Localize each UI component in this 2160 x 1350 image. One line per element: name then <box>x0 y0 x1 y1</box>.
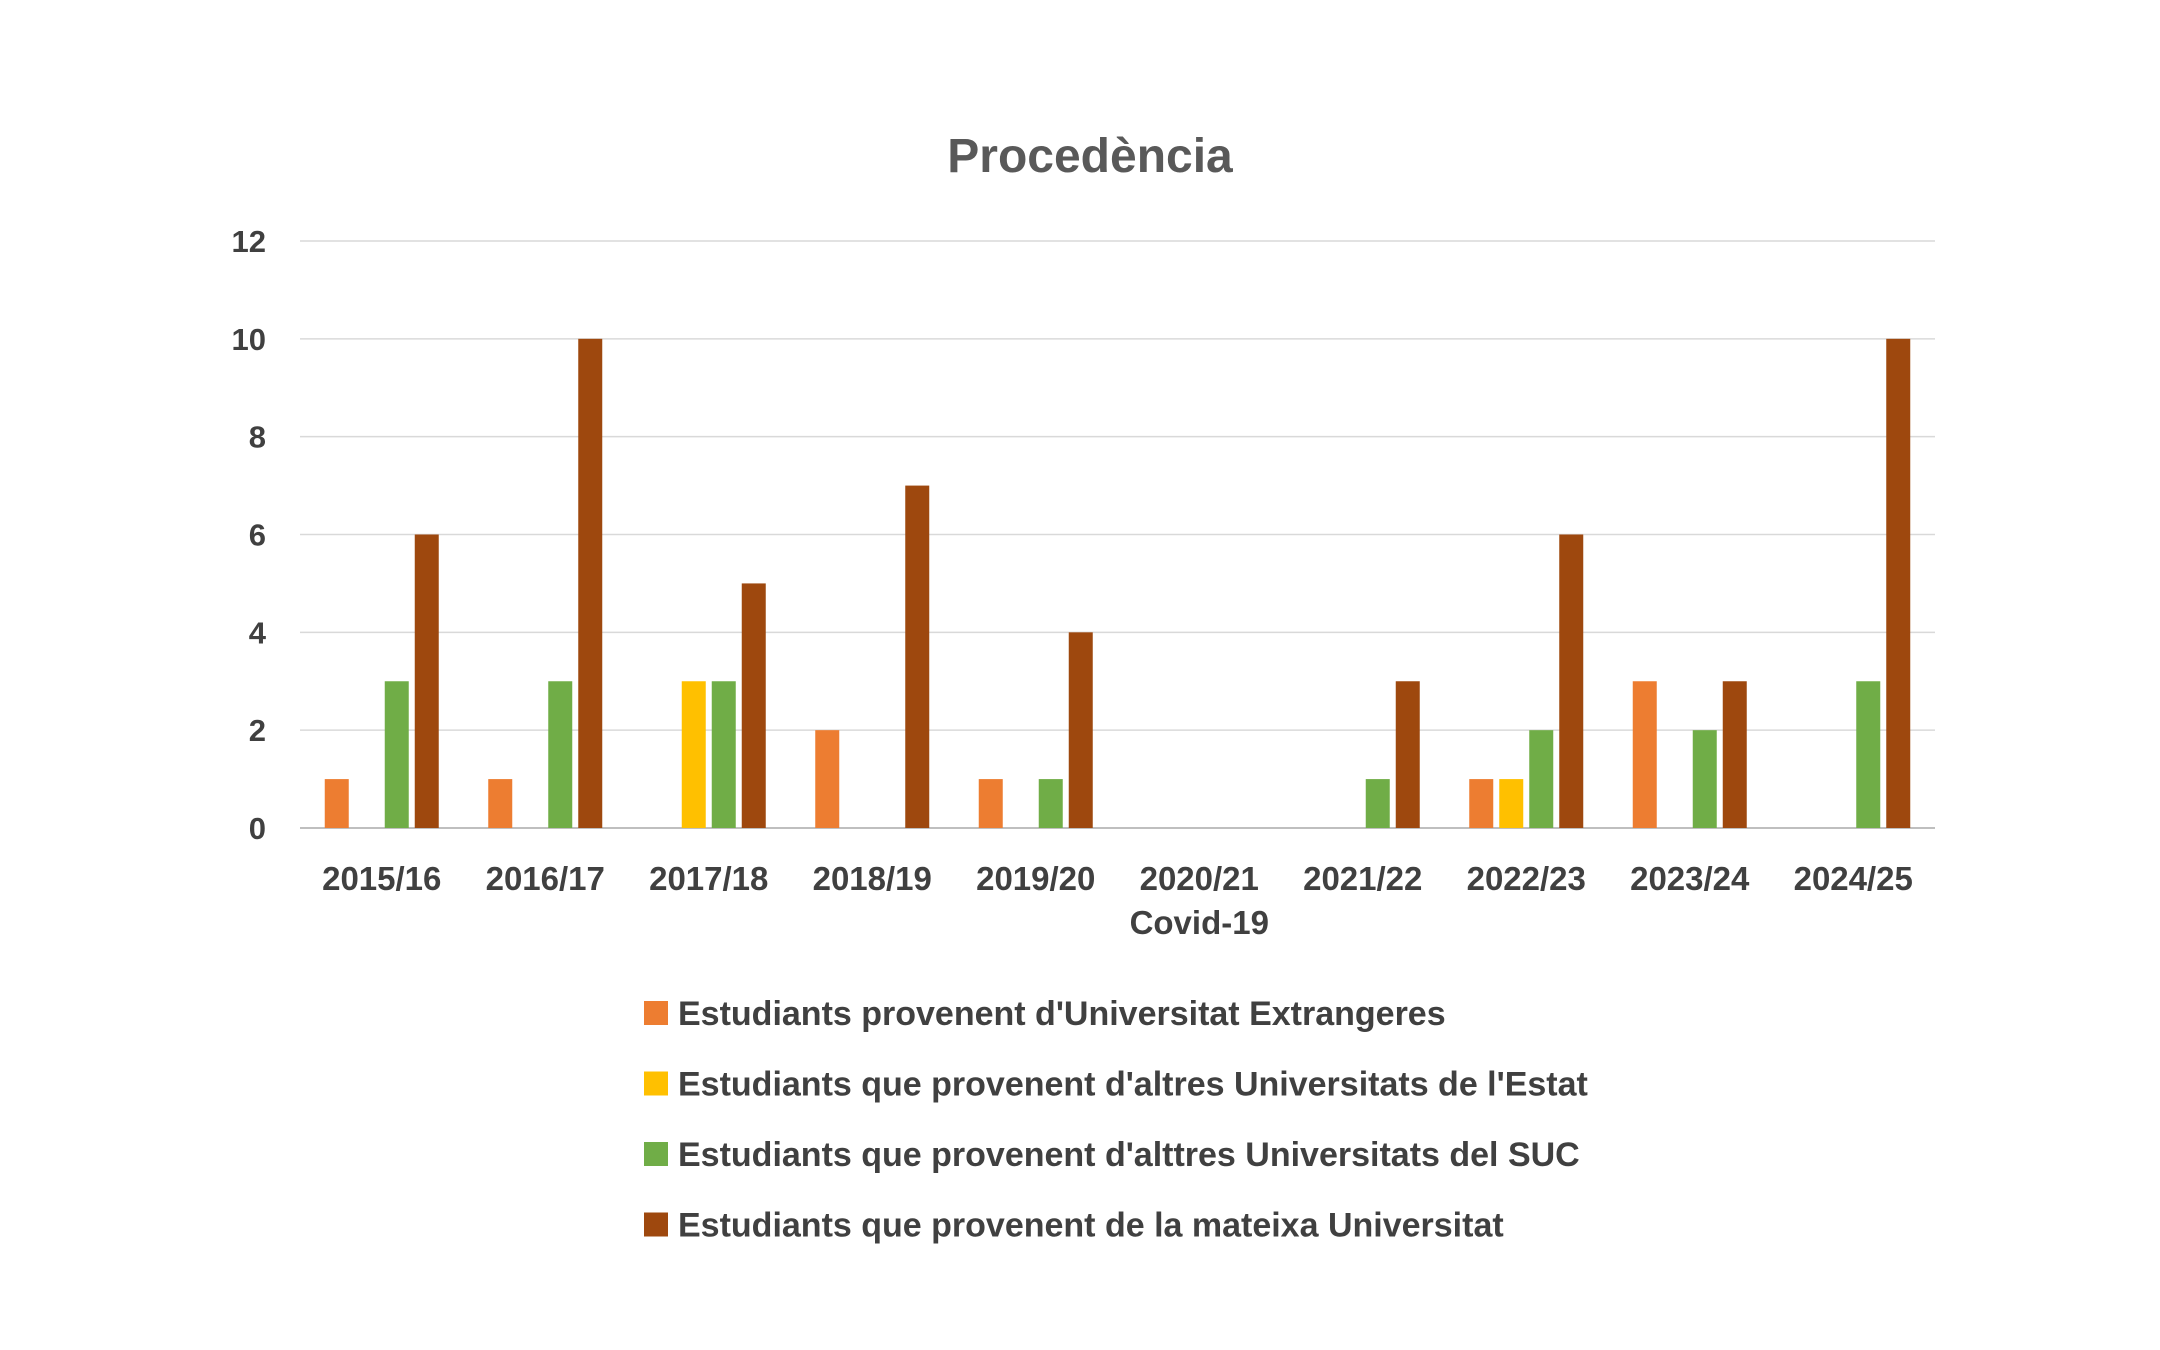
y-tick-label: 6 <box>249 518 266 553</box>
bar-universitat-2 <box>741 583 766 828</box>
x-tick-label: 2015/16 <box>322 860 441 897</box>
y-tick-label: 2 <box>249 713 266 748</box>
bar-extrangeres-8 <box>1632 681 1657 828</box>
legend: Estudiants provenent d'Universitat Extra… <box>644 995 1588 1245</box>
bar-universitat-9 <box>1886 338 1911 828</box>
y-tick-label: 8 <box>249 420 266 455</box>
bar-suc-7 <box>1529 730 1554 828</box>
bar-universitat-1 <box>578 338 603 828</box>
bar-universitat-8 <box>1722 681 1747 828</box>
legend-swatch <box>644 1071 668 1096</box>
bars <box>324 338 1911 828</box>
x-tick-label: 2024/25 <box>1794 860 1913 897</box>
x-tick-label: 2023/24 <box>1630 860 1750 897</box>
bar-suc-4 <box>1038 779 1063 828</box>
x-tick-label: Covid-19 <box>1130 904 1269 941</box>
x-tick-label: 2018/19 <box>813 860 932 897</box>
bar-l'estat-2 <box>681 681 706 828</box>
x-tick-label: 2016/17 <box>486 860 605 897</box>
gridlines <box>300 240 1935 829</box>
x-tick-label: 2021/22 <box>1303 860 1422 897</box>
bar-suc-0 <box>384 681 409 828</box>
legend-swatch <box>644 1212 668 1237</box>
bar-extrangeres-7 <box>1469 779 1494 828</box>
bar-suc-9 <box>1856 681 1881 828</box>
x-tick-label: 2022/23 <box>1467 860 1586 897</box>
legend-label: Estudiants que provenent d'alttres Unive… <box>678 1136 1580 1174</box>
legend-label: Estudiants que provenent d'altres Univer… <box>678 1066 1588 1104</box>
bar-suc-1 <box>548 681 573 828</box>
legend-swatch <box>644 1142 668 1166</box>
x-tick-label: 2017/18 <box>649 860 768 897</box>
y-tick-label: 4 <box>249 615 267 650</box>
bar-extrangeres-3 <box>815 730 840 828</box>
x-tick-label: 2019/20 <box>976 860 1095 897</box>
bar-l'estat-7 <box>1499 779 1524 828</box>
bar-suc-2 <box>711 681 736 828</box>
x-tick-label: 2020/21 <box>1140 860 1259 897</box>
legend-label: Estudiants provenent d'Universitat Extra… <box>678 995 1446 1033</box>
chart-title: Procedència <box>947 130 1233 183</box>
legend-swatch <box>644 1001 668 1025</box>
legend-label: Estudiants que provenent de la mateixa U… <box>678 1207 1504 1245</box>
bar-universitat-3 <box>905 485 930 828</box>
bar-suc-8 <box>1692 730 1717 828</box>
bar-universitat-6 <box>1395 681 1420 828</box>
bar-extrangeres-0 <box>324 779 349 828</box>
y-tick-label: 10 <box>232 322 266 357</box>
bar-extrangeres-4 <box>978 779 1003 828</box>
y-tick-label: 0 <box>249 811 266 846</box>
bar-suc-6 <box>1365 779 1390 828</box>
y-axis-ticks: 0 2 4 6 8 10 12 <box>232 224 267 846</box>
bar-universitat-7 <box>1559 534 1584 828</box>
bar-universitat-4 <box>1068 632 1093 828</box>
x-axis-ticks: 2015/16 2016/17 2017/18 2018/19 2019/20 2020/… <box>322 860 1913 941</box>
bar-extrangeres-1 <box>488 779 513 828</box>
y-tick-label: 12 <box>232 224 266 259</box>
bar-universitat-0 <box>414 534 439 828</box>
